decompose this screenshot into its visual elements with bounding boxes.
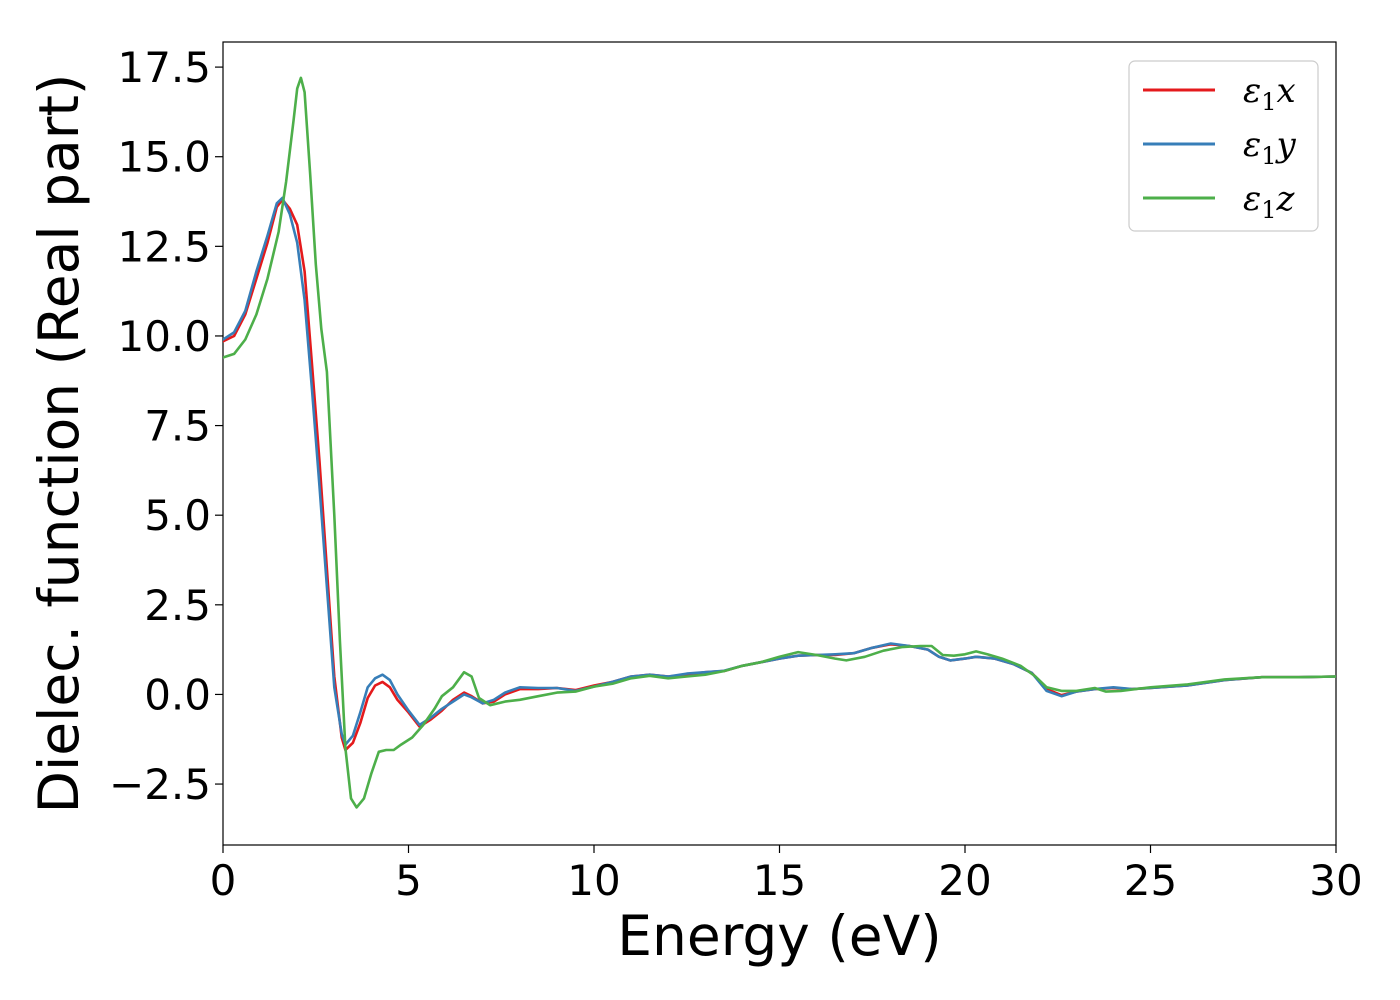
x-tick-label: 10 — [567, 856, 620, 905]
legend-variable: z — [1276, 179, 1296, 219]
x-tick-label: 25 — [1124, 856, 1177, 905]
x-tick-label: 30 — [1309, 856, 1362, 905]
y-tick-label: −2.5 — [109, 760, 211, 809]
legend-label: ε1y — [1243, 125, 1297, 170]
legend-label: ε1z — [1243, 179, 1296, 224]
y-tick-label: 17.5 — [117, 43, 211, 92]
x-tick-label: 15 — [753, 856, 806, 905]
legend-item-x: ε1x — [1143, 71, 1296, 116]
y-tick-label: 5.0 — [144, 491, 211, 540]
x-axis-label: Energy (eV) — [617, 904, 941, 968]
y-tick-label: 10.0 — [117, 312, 211, 361]
legend-subscript: 1 — [1261, 88, 1276, 116]
legend-symbol: ε — [1243, 71, 1261, 111]
legend-subscript: 1 — [1261, 142, 1276, 170]
legend-symbol: ε — [1243, 179, 1261, 219]
y-tick-label: 15.0 — [117, 133, 211, 182]
y-tick-label: 2.5 — [144, 581, 211, 630]
x-tick-label: 5 — [395, 856, 422, 905]
legend-item-y: ε1y — [1143, 125, 1297, 170]
y-axis-label: Dielec. function (Real part) — [27, 74, 91, 814]
y-axis: −2.5 0.0 2.5 5.0 7.5 10.0 12.5 15.0 17.5 — [109, 43, 223, 809]
series-layer — [223, 76, 1336, 809]
legend-item-z: ε1z — [1143, 179, 1296, 224]
x-tick-label: 0 — [210, 856, 237, 905]
x-axis: 0 5 10 15 20 25 30 — [210, 845, 1363, 905]
series-line-z — [223, 76, 1336, 809]
x-tick-label: 20 — [938, 856, 991, 905]
legend-box — [1128, 60, 1319, 232]
y-tick-label: 7.5 — [144, 402, 211, 451]
y-tick-label: 12.5 — [117, 222, 211, 271]
series-line-y — [223, 196, 1336, 746]
legend-symbol: ε — [1243, 125, 1261, 165]
y-tick-label: 0.0 — [144, 670, 211, 719]
series-line-x — [223, 198, 1336, 752]
legend-variable: y — [1275, 125, 1297, 165]
legend-subscript: 1 — [1261, 196, 1276, 224]
legend-label: ε1x — [1243, 71, 1296, 116]
legend-variable: x — [1277, 71, 1296, 111]
